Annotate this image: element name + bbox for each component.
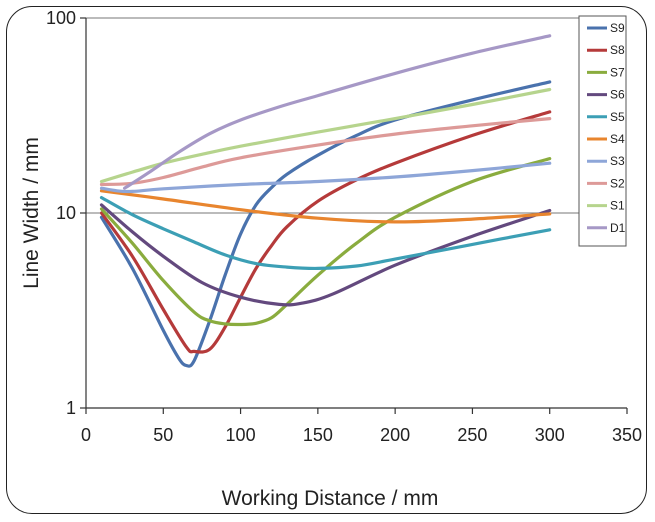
y-tick-label: 10 [56, 203, 76, 223]
x-tick-label: 350 [612, 425, 642, 445]
series-line-s8 [99, 110, 552, 354]
grid-lines [86, 17, 579, 214]
series-line-s7 [99, 157, 552, 327]
x-tick-label: 300 [535, 425, 565, 445]
series-line-d1 [123, 34, 552, 190]
legend-label-s5: S5 [610, 110, 625, 124]
axes [80, 17, 628, 414]
series-line-s3 [99, 161, 552, 194]
legend: S9 S8 S7 S6 S5 S4 S3 S2 S1 D1 [578, 15, 627, 247]
y-tick-label: 100 [46, 8, 76, 28]
series-line-s9 [99, 80, 552, 368]
series-line-s2 [99, 117, 552, 187]
legend-label-s6: S6 [610, 88, 625, 102]
legend-label-s3: S3 [610, 154, 625, 168]
legend-label-s2: S2 [610, 176, 625, 190]
legend-label-d1: D1 [610, 221, 626, 235]
series-layer [99, 34, 552, 368]
x-tick-label: 50 [153, 425, 173, 445]
x-tick-label: 200 [380, 425, 410, 445]
legend-label-s8: S8 [610, 43, 625, 57]
series-line-s6 [99, 203, 552, 307]
legend-label-s4: S4 [610, 132, 625, 146]
x-axis-label: Working Distance / mm [222, 487, 439, 510]
legend-label-s9: S9 [610, 21, 625, 35]
y-axis-label: Line Width / mm [20, 137, 43, 289]
series-line-s1 [99, 87, 552, 184]
y-tick-label: 1 [66, 398, 76, 418]
x-tick-label: 0 [81, 425, 91, 445]
legend-label-s7: S7 [610, 65, 625, 79]
series-line-s5 [99, 196, 552, 271]
x-tick-label: 100 [226, 425, 256, 445]
x-tick-label: 250 [457, 425, 487, 445]
legend-label-s1: S1 [610, 199, 625, 213]
tick-labels: 0 50 100 150 200 250 300 350 1 10 100 [46, 8, 642, 445]
x-tick-label: 150 [303, 425, 333, 445]
series-line-s4 [99, 189, 552, 224]
legend-box [578, 15, 627, 247]
